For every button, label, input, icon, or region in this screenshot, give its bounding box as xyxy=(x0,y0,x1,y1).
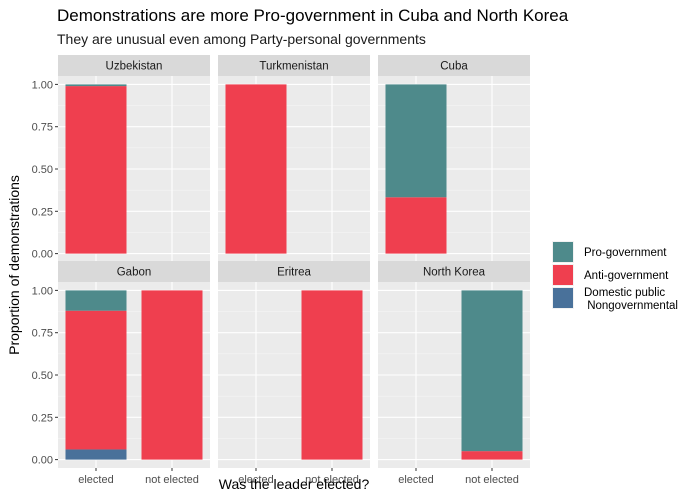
bar-segment xyxy=(385,197,447,254)
y-tick-label: 0.25 xyxy=(32,206,53,218)
legend-key xyxy=(553,242,573,262)
legend-label: Anti-government xyxy=(584,270,669,282)
bar-segment xyxy=(65,310,127,450)
legend-key xyxy=(553,288,573,308)
x-tick-label: not elected xyxy=(305,474,359,486)
x-tick-label: elected xyxy=(238,474,273,486)
y-tick-label: 0.50 xyxy=(32,370,53,382)
bar-segment xyxy=(65,86,127,254)
legend-key xyxy=(553,265,573,285)
x-tick-label: elected xyxy=(398,474,433,486)
facet-label: Eritrea xyxy=(277,267,311,279)
y-tick-label: 0.75 xyxy=(32,122,53,134)
bar-segment xyxy=(141,290,203,460)
y-tick-label: 0.00 xyxy=(32,249,53,261)
x-tick-label: elected xyxy=(78,474,113,486)
facet-strip xyxy=(58,261,210,282)
bar-segment xyxy=(65,290,127,311)
facet-label: Cuba xyxy=(440,61,468,73)
bar-segment xyxy=(461,290,523,452)
y-tick-label: 0.75 xyxy=(32,328,53,340)
x-tick-label: not elected xyxy=(465,474,519,486)
bar-segment xyxy=(301,290,363,460)
chart-subtitle: They are unusual even among Party-person… xyxy=(57,31,426,47)
legend-label: Pro-government xyxy=(584,247,667,259)
y-tick-label: 1.00 xyxy=(32,79,53,91)
y-tick-label: 0.25 xyxy=(32,412,53,424)
facet-label: North Korea xyxy=(423,267,486,279)
y-tick-label: 0.50 xyxy=(32,164,53,176)
legend-label: Domestic public Nongovernmental xyxy=(584,287,678,312)
facet-strip xyxy=(378,55,530,76)
bar-segment xyxy=(65,449,127,460)
bar-segment xyxy=(225,84,287,254)
chart-title: Demonstrations are more Pro-government i… xyxy=(57,6,569,25)
facet-strip xyxy=(58,55,210,76)
y-tick-label: 0.00 xyxy=(32,455,53,467)
facet-strip xyxy=(378,261,530,282)
facet-label: Turkmenistan xyxy=(259,61,328,73)
bar-segment xyxy=(461,451,523,460)
facet-label: Gabon xyxy=(117,267,152,279)
facet-label: Uzbekistan xyxy=(106,61,163,73)
x-tick-label: not elected xyxy=(145,474,199,486)
facet-strip xyxy=(218,55,370,76)
x-axis-title: Was the leader elected? xyxy=(219,476,370,492)
y-tick-label: 1.00 xyxy=(32,285,53,297)
bar-segment xyxy=(65,84,127,87)
y-axis-title: Proportion of demonstrations xyxy=(6,175,22,355)
facet-strip xyxy=(218,261,370,282)
bar-segment xyxy=(385,84,447,198)
